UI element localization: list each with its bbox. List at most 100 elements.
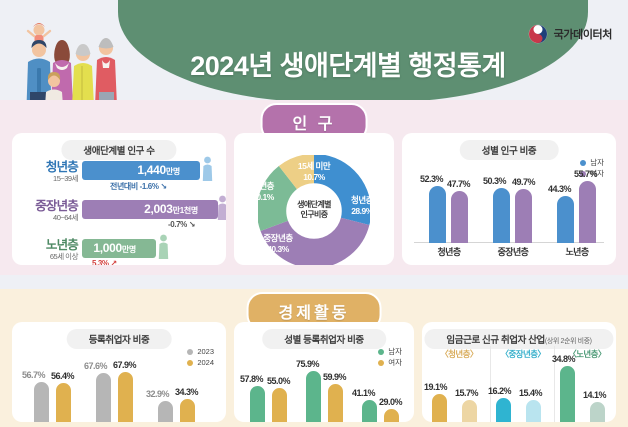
group-divider [490,346,491,422]
bar-value-female: 47.7% [447,179,471,189]
legend-item-female: 여자 [378,357,402,368]
bar-2023-middle [96,373,111,422]
legend-item-2023: 2023 [187,346,214,357]
person-icon [158,234,169,259]
card-gender-employed-share: 성별 등록취업자 비중 남자 여자 57.8% 55.0% 75.9% 59.9… [234,322,414,422]
person-icon [217,195,226,220]
bar-middle-rank1 [496,398,511,422]
legend-dot-icon [580,159,587,166]
bar-value-2023-youth: 56.7% [22,370,46,380]
donut-chart: 청년층 28.9% 중장년층 40.3% 노년층 20.1% 15세 미만 10.7% … [234,155,394,265]
slice-senior [258,155,370,265]
legend-item-2024: 2024 [187,357,214,368]
bar-value-2024-senior: 34.3% [175,387,199,397]
donut-label-middle: 중장년층 40.3% [263,233,293,254]
population-value: 2,003만1천명 [144,202,198,216]
bar-value-youth-rank1: 19.1% [424,382,448,392]
group-age: 40~64세 [53,213,78,222]
group-name: 노년층 [45,238,79,252]
population-delta: 5.3% ↗ [92,259,117,265]
bar-value-senior-rank2: 14.1% [583,390,607,400]
donut-center-label: 생애단계별 인구비중 [297,200,331,219]
industry-group-title-senior: 〈노년층〉 [568,349,606,359]
bar-value-female: 55.7% [574,169,598,179]
economic-cards: 등록취업자 비중 2023 2024 56.7% 56.4% 67.6% 67.… [12,322,616,422]
legend-dot-icon [378,359,385,366]
person-icon [202,156,213,181]
bar-value-2023-senior: 32.9% [146,389,170,399]
industry-group-title-youth: 〈청년층〉 [440,349,478,359]
gender-bar-chart: 52.3% 47.7% 청년층 50.3% 49.7% 중장년층 4 [412,169,606,259]
group-age: 15~39세 [53,174,78,183]
card-title: 성별 등록취업자 비중 [262,329,386,349]
legend-item-female: 여자 [580,168,604,179]
population-bar: 2,003만1천명 [82,200,218,219]
slice-middle [258,155,370,265]
industry-bar-chart: 19.1% 15.7% 16.2% 15.4% 34.8% 14.1% [424,354,610,422]
donut-label-youth: 청년층 28.9% [351,195,373,216]
card-title: 생애단계별 인구 수 [61,140,177,160]
bar-value-senior-rank1: 34.8% [552,354,576,364]
card-title: 성별 인구 비중 [459,140,559,160]
legend-item-male: 남자 [378,346,402,357]
section-population: 인 구 생애단계별 인구 수 청년층 15~39세 1,440만명 전년 [0,100,628,275]
bar-value-middle-rank1: 16.2% [488,386,512,396]
section-economic: 경제활동 등록취업자 비중 2023 2024 56.7% 56.4% 67.6… [0,289,628,427]
bar-value-2024-youth: 56.4% [51,371,75,381]
bar-value-2024-middle: 67.9% [113,360,137,370]
donut-label-under15: 15세 미만 10.7% [297,161,331,182]
bar-female [515,189,532,243]
bar-value-2023-middle: 67.6% [84,361,108,371]
bar-female-middle [328,384,343,422]
bar-category-middle: 중장년층 [497,247,529,257]
employed-bar-chart: 56.7% 56.4% 67.6% 67.9% 32.9% 34.3% [22,360,218,422]
group-name: 중장년층 [35,199,79,213]
card-population-count: 생애단계별 인구 수 청년층 15~39세 1,440만명 전년대비 -1.6%… [12,133,226,265]
legend-dot-icon [187,359,194,366]
bar-value-middle-rank2: 15.4% [519,388,543,398]
card-gender-population-share: 성별 인구 비중 남자 여자 52.3% 47.7% 청년층 [402,133,616,265]
card-title: 등록취업자 비중 [66,329,172,349]
donut-label-senior: 노년층 20.1% [252,181,274,202]
population-delta: 전년대비 -1.6% ↘ [110,182,167,191]
donut-svg [258,155,370,265]
bar-value-male: 52.3% [420,174,444,184]
legend-gender: 남자 여자 [580,157,604,179]
population-cards: 생애단계별 인구 수 청년층 15~39세 1,440만명 전년대비 -1.6%… [12,133,616,265]
bar-male-youth [250,386,265,422]
bar-male-senior [362,400,377,422]
card-title: 임금근로 신규 취업자 산업(상위 2순위 비중) [424,329,614,349]
bar-2023-youth [34,382,49,422]
bar-male [493,188,510,243]
population-delta: -0.7% ↘ [168,220,196,229]
bar-male-middle [306,371,321,422]
card-population-share-donut: 청년층 28.9% 중장년층 40.3% 노년층 20.1% 15세 미만 10.7% … [234,133,394,265]
legend-year: 2023 2024 [187,346,214,368]
group-name: 청년층 [45,160,79,174]
bar-value-female: 49.7% [512,177,536,187]
legend-item-male: 남자 [580,157,604,168]
bar-category-senior: 노년층 [565,247,589,257]
agency-logo: 국가데이터처 [528,24,612,44]
bar-middle-rank2 [526,400,541,422]
slice-under15 [258,155,370,265]
bar-value-female-senior: 29.0% [379,397,403,407]
bar-male [557,196,574,243]
legend-dot-icon [378,348,385,355]
legend-gender-employed: 남자 여자 [378,346,402,368]
legend-dot-icon [187,348,194,355]
agency-name: 국가데이터처 [553,29,613,41]
bar-male [429,186,446,243]
bar-female-senior [384,409,399,422]
population-value: 1,440만명 [137,163,180,177]
header: 2024년 생애단계별 행정통계 국가데이터처 [0,0,628,112]
bar-senior-rank2 [590,402,605,422]
bar-2023-senior [158,401,173,422]
bar-female [451,191,468,243]
bar-value-female-youth: 55.0% [267,376,291,386]
bar-value-male-senior: 41.1% [352,388,376,398]
bar-value-male-middle: 75.9% [296,359,320,369]
card-employed-share: 등록취업자 비중 2023 2024 56.7% 56.4% 67.6% 67.… [12,322,226,422]
card-new-wage-employment-industry: 임금근로 신규 취업자 산업(상위 2순위 비중) 〈청년층〉 〈중장년층〉 〈… [422,322,616,422]
group-age: 65세 이상 [49,252,79,261]
